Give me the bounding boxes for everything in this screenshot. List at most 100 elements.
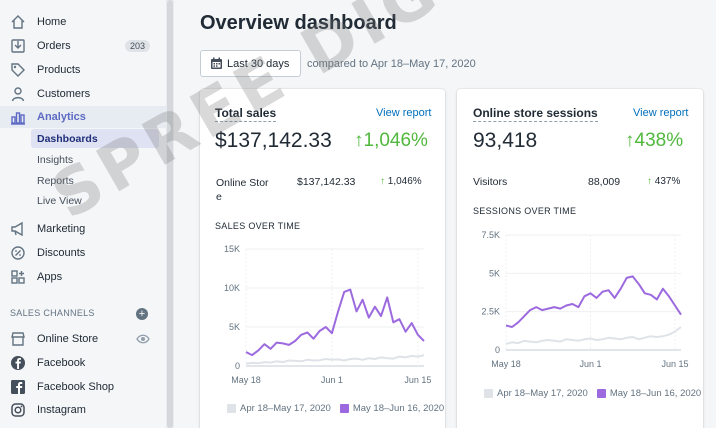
facebook-square-icon	[11, 380, 25, 394]
nav-label: Facebook Shop	[37, 381, 115, 393]
sidebar-scrollbar[interactable]	[166, 0, 174, 428]
sales-over-time-chart: 0 5K 10K 15K May 18 Jun 1 Jun 15	[224, 244, 431, 385]
nav-item-apps[interactable]: Apps	[0, 266, 166, 288]
series-line-current	[505, 275, 682, 328]
date-range-label: Last 30 days	[227, 57, 290, 70]
breakdown-label: Online Stor e	[216, 177, 269, 203]
online-store-sessions-card: Online store sessions View report 93,418…	[457, 89, 703, 428]
sessions-change: ↑438%	[625, 130, 683, 152]
date-range-button[interactable]: Last 30 days	[200, 50, 301, 77]
series-line-previous	[505, 326, 682, 345]
change-value: 437%	[654, 176, 681, 187]
sessions-value: 93,418	[473, 129, 538, 152]
series-line-current	[245, 288, 425, 357]
sub-item-insights[interactable]: Insights	[37, 153, 74, 166]
legend-label-previous: Apr 18–May 17, 2020	[497, 388, 588, 399]
nav-item-orders[interactable]: Orders 203	[0, 35, 166, 57]
x-tick-label: May 18	[491, 359, 521, 369]
home-icon	[11, 15, 25, 29]
change-value: 438%	[634, 130, 684, 151]
x-tick-label: Jun 1	[579, 359, 601, 369]
orders-icon	[11, 39, 25, 53]
up-arrow-icon: ↑	[380, 176, 388, 187]
nav-label: Facebook	[37, 357, 86, 369]
megaphone-icon	[11, 221, 23, 237]
y-tick-label: 0	[235, 361, 240, 371]
legend-swatch-current	[596, 389, 606, 398]
nav-item-analytics[interactable]: Analytics	[0, 106, 166, 128]
legend-label-current: May 18–Jun 16, 2020	[609, 388, 702, 399]
nav-label: Analytics	[37, 111, 86, 123]
store-icon	[11, 332, 25, 346]
up-arrow-icon: ↑	[647, 176, 655, 187]
nav-item-online-store[interactable]: Online Store	[0, 328, 166, 350]
nav-label: Home	[37, 16, 67, 28]
view-report-link[interactable]: View report	[376, 107, 432, 119]
nav-item-home[interactable]: Home	[0, 11, 166, 33]
nav-item-facebook[interactable]: Facebook	[0, 352, 166, 374]
series-line-previous	[245, 354, 425, 365]
breakdown-label: Visitors	[473, 176, 508, 188]
orders-count-badge: 203	[124, 40, 150, 52]
main-content: Overview dashboard Last 30 days compared…	[174, 0, 716, 428]
nav-label: Marketing	[37, 223, 86, 235]
change-value: 1,046%	[363, 130, 428, 151]
nav-item-discounts[interactable]: Discounts	[0, 242, 166, 264]
y-tick-label: 5K	[489, 268, 500, 278]
eye-icon[interactable]	[136, 333, 150, 345]
chart-legend: Apr 18–May 17, 2020 May 18–Jun 16, 2020	[484, 388, 701, 399]
sidebar: Home Orders 203 Products Customers Analy…	[0, 0, 166, 428]
apps-icon	[11, 270, 25, 284]
breakdown-change: ↑ 437%	[647, 176, 680, 187]
sub-item-live-view[interactable]: Live View	[37, 194, 82, 207]
legend-swatch-previous	[484, 389, 493, 398]
scrollbar-thumb[interactable]	[167, 0, 173, 428]
y-tick-label: 10K	[224, 283, 240, 293]
person-icon	[11, 87, 25, 102]
card-title[interactable]: Online store sessions	[473, 106, 598, 122]
y-tick-label: 2.5K	[481, 307, 500, 317]
nav-item-products[interactable]: Products	[0, 59, 166, 81]
sales-channels-heading: SALES CHANNELS	[10, 308, 95, 318]
nav-label: Orders	[37, 40, 71, 52]
nav-item-instagram[interactable]: Instagram	[0, 399, 166, 421]
page-title: Overview dashboard	[200, 12, 397, 34]
legend-label-current: May 18–Jun 16, 2020	[352, 403, 445, 414]
total-sales-change: ↑1,046%	[354, 130, 428, 152]
calendar-icon	[211, 57, 222, 69]
sub-item-dashboards[interactable]: Dashboards	[31, 129, 159, 148]
sessions-over-time-chart: 0 2.5K 5K 7.5K May 18 Jun 1 Jun 15	[481, 230, 688, 369]
add-channel-icon[interactable]: +	[136, 308, 148, 320]
x-tick-label: May 18	[231, 375, 261, 385]
up-arrow-icon: ↑	[625, 130, 635, 151]
x-tick-label: Jun 15	[404, 375, 431, 385]
facebook-icon	[11, 356, 25, 370]
legend-swatch-previous	[227, 404, 236, 413]
compare-text: compared to Apr 18–May 17, 2020	[307, 58, 476, 70]
y-tick-label: 7.5K	[481, 230, 500, 240]
legend-swatch-current	[339, 404, 349, 413]
change-value: 1,046%	[387, 176, 422, 187]
sub-item-reports[interactable]: Reports	[37, 174, 74, 187]
nav-label: Products	[37, 64, 81, 76]
nav-item-customers[interactable]: Customers	[0, 83, 166, 105]
chart-legend: Apr 18–May 17, 2020 May 18–Jun 16, 2020	[227, 403, 444, 414]
total-sales-card: Total sales View report $137,142.33 ↑1,0…	[200, 89, 445, 428]
nav-label: Discounts	[37, 247, 86, 259]
chart-title: SALES OVER TIME	[215, 221, 301, 231]
up-arrow-icon: ↑	[354, 130, 364, 151]
nav-label: Customers	[37, 88, 91, 100]
legend-label-previous: Apr 18–May 17, 2020	[240, 403, 331, 414]
nav-item-marketing[interactable]: Marketing	[0, 218, 166, 240]
nav-item-facebook-shop[interactable]: Facebook Shop	[0, 376, 166, 398]
nav-label: Apps	[37, 271, 63, 283]
bar-chart-icon	[11, 112, 25, 125]
breakdown-value: $137,142.33	[297, 176, 356, 188]
view-report-link[interactable]: View report	[633, 107, 689, 119]
breakdown-value: 88,009	[588, 176, 621, 188]
nav-label: Instagram	[37, 404, 86, 416]
instagram-icon	[11, 403, 25, 417]
card-title[interactable]: Total sales	[215, 106, 277, 122]
discount-icon	[11, 246, 25, 260]
total-sales-value: $137,142.33	[215, 129, 332, 152]
